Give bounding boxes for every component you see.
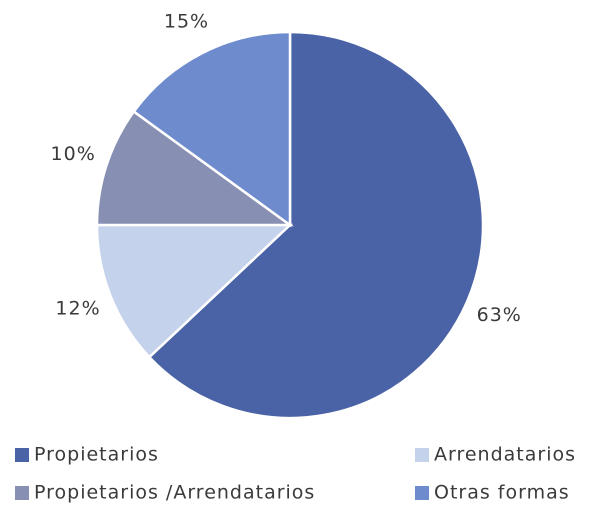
legend-swatch: [15, 486, 29, 500]
pie-slice: [132, 30, 292, 228]
legend-label: Propietarios: [34, 444, 159, 466]
slice-label: 12%: [55, 297, 100, 319]
pie-slice: [95, 109, 294, 227]
legend-swatch: [415, 486, 429, 500]
slice-label: 10%: [51, 143, 96, 165]
pie-slice: [95, 223, 294, 359]
legend-label: Propietarios /Arrendatarios: [34, 482, 315, 504]
legend-swatch: [415, 448, 429, 462]
pie-slice: [147, 30, 485, 420]
legend-swatch: [15, 448, 29, 462]
legend-label: Arrendatarios: [434, 444, 576, 466]
slice-label: 63%: [477, 304, 522, 326]
slice-label: 15%: [164, 10, 209, 32]
legend-label: Otras formas: [434, 482, 570, 504]
